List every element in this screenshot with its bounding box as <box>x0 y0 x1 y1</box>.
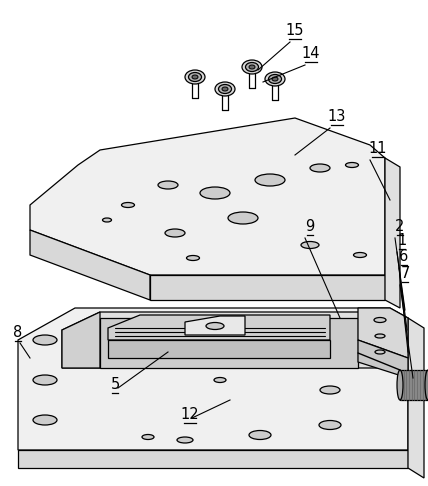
Ellipse shape <box>222 87 228 91</box>
Polygon shape <box>18 308 408 450</box>
Polygon shape <box>408 318 424 478</box>
Ellipse shape <box>188 72 202 82</box>
Polygon shape <box>185 316 245 335</box>
Polygon shape <box>18 450 408 468</box>
Ellipse shape <box>319 420 341 430</box>
Text: 9: 9 <box>305 219 315 234</box>
Ellipse shape <box>158 181 178 189</box>
Ellipse shape <box>246 63 259 71</box>
Ellipse shape <box>310 164 330 172</box>
Ellipse shape <box>177 437 193 443</box>
Ellipse shape <box>375 334 385 338</box>
Ellipse shape <box>200 187 230 199</box>
Ellipse shape <box>272 77 278 81</box>
Text: 15: 15 <box>286 23 304 38</box>
Polygon shape <box>358 340 408 378</box>
Ellipse shape <box>33 335 57 345</box>
Ellipse shape <box>242 60 262 74</box>
Polygon shape <box>30 230 150 300</box>
Ellipse shape <box>301 242 319 248</box>
Ellipse shape <box>206 323 224 330</box>
Ellipse shape <box>425 370 428 400</box>
Ellipse shape <box>219 85 232 93</box>
Ellipse shape <box>165 229 185 237</box>
Text: 8: 8 <box>13 325 23 340</box>
Ellipse shape <box>255 174 285 186</box>
Text: 11: 11 <box>369 141 387 156</box>
Ellipse shape <box>33 375 57 385</box>
Ellipse shape <box>345 162 359 168</box>
Ellipse shape <box>122 203 134 208</box>
Text: 7: 7 <box>400 266 410 281</box>
Ellipse shape <box>185 70 205 84</box>
Polygon shape <box>150 275 385 300</box>
Polygon shape <box>62 312 378 368</box>
Ellipse shape <box>265 72 285 86</box>
Ellipse shape <box>187 256 199 260</box>
Text: 12: 12 <box>181 407 199 422</box>
Polygon shape <box>62 312 100 368</box>
Polygon shape <box>100 318 358 368</box>
Polygon shape <box>385 158 400 308</box>
Ellipse shape <box>215 82 235 96</box>
Ellipse shape <box>228 212 258 224</box>
Text: 1: 1 <box>397 233 407 248</box>
Ellipse shape <box>249 65 255 69</box>
Text: 6: 6 <box>399 249 409 264</box>
Ellipse shape <box>397 370 403 400</box>
Text: 5: 5 <box>110 377 119 392</box>
Ellipse shape <box>214 378 226 382</box>
Polygon shape <box>108 315 330 340</box>
Text: 14: 14 <box>302 46 320 61</box>
Ellipse shape <box>249 431 271 439</box>
Ellipse shape <box>374 317 386 323</box>
Ellipse shape <box>268 74 282 84</box>
Ellipse shape <box>320 386 340 394</box>
Ellipse shape <box>375 350 385 354</box>
Polygon shape <box>108 340 330 358</box>
Polygon shape <box>400 370 428 400</box>
Text: 2: 2 <box>395 219 405 234</box>
Ellipse shape <box>102 218 112 222</box>
Ellipse shape <box>354 253 366 258</box>
Polygon shape <box>30 118 385 275</box>
Text: 13: 13 <box>328 109 346 124</box>
Polygon shape <box>358 308 408 358</box>
Ellipse shape <box>33 415 57 425</box>
Ellipse shape <box>322 327 338 333</box>
Ellipse shape <box>192 75 198 79</box>
Ellipse shape <box>142 434 154 439</box>
